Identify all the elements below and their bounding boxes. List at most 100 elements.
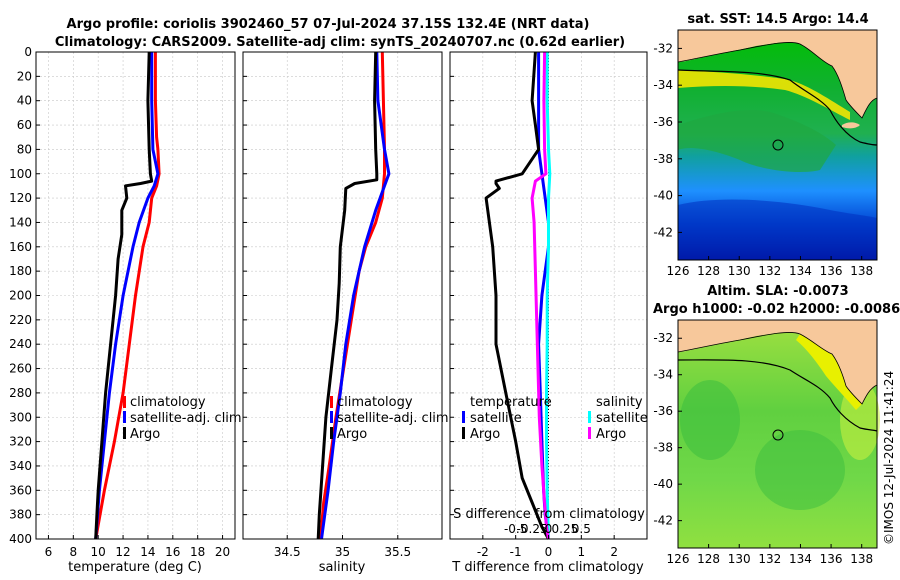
legend-swatch-t-argo — [462, 427, 465, 439]
map-x-tick-label: 136 — [820, 552, 843, 566]
map-x-tick-label: 126 — [667, 264, 690, 278]
x-tick-label: 2 — [610, 545, 618, 559]
map-x-tick-label: 132 — [758, 264, 781, 278]
series-line-t-argo — [484, 51, 550, 540]
argo-location-marker — [772, 139, 784, 151]
land-mass — [678, 320, 877, 404]
x-tick-label: 18 — [190, 545, 205, 559]
x-tick-label: 6 — [45, 545, 53, 559]
series-line-s-argo — [530, 51, 550, 540]
x-tick-label: 20 — [215, 545, 230, 559]
map-x-tick-label: 134 — [789, 264, 812, 278]
y-tick-label: 180 — [9, 264, 32, 278]
temperature-legend: climatology satellite-adj. clim Argo — [123, 395, 242, 442]
temperature-panel: 0 20 40 60 80 100 120 140 160 180 200 220 240 260 280 3… — [9, 45, 242, 575]
legend-swatch-s-satellite — [588, 411, 591, 423]
shelf-contour — [677, 359, 878, 432]
coastal-high-band — [796, 334, 862, 410]
map-x-tick-label: 134 — [789, 552, 812, 566]
map-y-tick-label: -34 — [653, 368, 673, 382]
shelf-contour — [677, 69, 878, 146]
figure-title-line2: Climatology: CARS2009. Satellite-adj cli… — [55, 35, 625, 50]
legend-label-argo: Argo — [337, 427, 367, 442]
legend-label-s-satellite: satellite — [596, 411, 648, 426]
difference-top-xlabel: S difference from climatology — [453, 507, 645, 522]
y-tick-label: 320 — [9, 435, 32, 449]
legend-swatch-satellite — [330, 411, 333, 423]
sst-map-frame — [677, 29, 878, 261]
x-tick-label: 1 — [578, 545, 586, 559]
map-x-tick-label: 132 — [758, 552, 781, 566]
difference-panel: -2 -1 0 1 2-0.5-0.250 0.250.5 T difference fr… — [449, 51, 648, 575]
y-tick-label: 380 — [9, 508, 32, 522]
map-x-tick-label: 138 — [850, 264, 873, 278]
map-y-tick-label: -32 — [653, 41, 673, 55]
sla-map-subtitle: Argo h1000: -0.02 h2000: -0.0086 — [653, 302, 900, 317]
sst-coast-yellow-band — [678, 70, 850, 120]
sst-warm-patch — [678, 109, 836, 172]
y-tick-label: 60 — [17, 118, 32, 132]
x-tick-label: 16 — [165, 545, 180, 559]
sla-map-panel: Altim. SLA: -0.0073 Argo h1000: -0.02 h2… — [653, 284, 900, 566]
map-y-tick-label: -38 — [653, 441, 673, 455]
map-x-tick-label: 128 — [697, 552, 720, 566]
y-tick-label: 240 — [9, 337, 32, 351]
sst-map-panel: sat. SST: 14.5 Argo: 14.4 126 128 130 132 13… — [653, 12, 878, 278]
series-line-s-satellite — [545, 52, 552, 540]
y-tick-label: 160 — [9, 240, 32, 254]
top-x-tick-label: -0.5 — [504, 522, 527, 536]
y-tick-label: 20 — [17, 69, 32, 83]
kangaroo-island — [842, 122, 860, 129]
salinity-legend: climatology satellite-adj. clim Argo — [330, 395, 449, 442]
x-tick-label: 10 — [91, 545, 106, 559]
argo-location-marker — [772, 429, 784, 441]
y-tick-label: 400 — [9, 532, 32, 546]
series-line-satellite-adj-clim — [320, 51, 391, 540]
x-tick-label: 12 — [115, 545, 130, 559]
legend-swatch-t-satellite — [462, 411, 465, 423]
legend-swatch-argo — [123, 427, 126, 439]
y-tick-label: 100 — [9, 167, 32, 181]
y-tick-label: 260 — [9, 362, 32, 376]
legend-label-s-argo: Argo — [596, 427, 626, 442]
difference-legend: temperature satellite Argo salinity sate… — [462, 395, 648, 442]
map-y-tick-label: -36 — [653, 115, 673, 129]
series-line-argo — [316, 51, 379, 540]
coastline — [677, 42, 878, 119]
y-tick-label: 140 — [9, 215, 32, 229]
legend-label-t-satellite: satellite — [470, 411, 522, 426]
y-tick-label: 280 — [9, 386, 32, 400]
map-x-tick-label: 128 — [697, 264, 720, 278]
temperature-xlabel: temperature (deg C) — [68, 560, 202, 575]
y-tick-label: 40 — [17, 94, 32, 108]
sst-map-title: sat. SST: 14.5 Argo: 14.4 — [687, 12, 868, 27]
map-y-tick-label: -42 — [653, 514, 673, 528]
map-y-tick-label: -38 — [653, 152, 673, 166]
sla-low-blob — [680, 380, 740, 460]
map-y-tick-label: -42 — [653, 225, 673, 239]
x-tick-label: 35.5 — [384, 545, 411, 559]
map-y-tick-label: -40 — [653, 189, 673, 203]
y-tick-label: 300 — [9, 410, 32, 424]
map-x-tick-label: 136 — [820, 264, 843, 278]
series-line-argo — [94, 51, 154, 540]
legend-label-satellite: satellite-adj. clim — [337, 411, 449, 426]
x-tick-label: 35 — [335, 545, 350, 559]
y-tick-label: 80 — [17, 142, 32, 156]
x-tick-label: 14 — [140, 545, 155, 559]
x-tick-label: 8 — [69, 545, 77, 559]
legend-title-temperature: temperature — [470, 395, 552, 410]
series-line-satellite-adj-clim — [94, 52, 160, 540]
y-tick-label: 340 — [9, 459, 32, 473]
x-tick-label: -2 — [477, 545, 489, 559]
salinity-xlabel: salinity — [319, 560, 366, 575]
series-line-climatology — [94, 52, 161, 540]
figure-title-line1: Argo profile: coriolis 3902460_57 07-Jul… — [67, 17, 590, 32]
legend-swatch-climatology — [330, 396, 333, 408]
map-y-tick-label: -34 — [653, 78, 673, 92]
y-tick-label: 360 — [9, 483, 32, 497]
sla-low-blob — [755, 430, 845, 510]
x-tick-label: 0 — [545, 545, 553, 559]
map-y-tick-label: -36 — [653, 404, 673, 418]
legend-swatch-satellite — [123, 411, 126, 423]
